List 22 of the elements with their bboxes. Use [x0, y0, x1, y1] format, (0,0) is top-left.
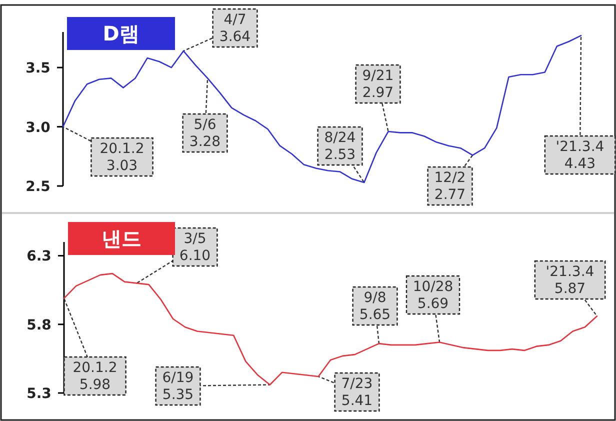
- annotation: 3/5 6.10: [179, 231, 211, 264]
- y-tick-label: 6.3: [26, 248, 52, 265]
- y-tick-label: 2.5: [26, 179, 50, 195]
- annotation: 7/23 5.41: [341, 376, 373, 409]
- annotation: 9/21 2.97: [362, 68, 394, 101]
- y-tick-label: 3.0: [26, 120, 51, 136]
- y-tick-label: 5.3: [26, 386, 52, 402]
- annotation: 5/6 3.28: [189, 117, 221, 150]
- annotation: '21.3.4 4.43: [556, 139, 604, 172]
- annotation: '21.3.4 5.87: [546, 264, 594, 297]
- annotation: 12/2 2.77: [434, 170, 466, 203]
- annotation: 6/19 5.35: [162, 370, 194, 403]
- chart-title: 낸드: [102, 226, 142, 250]
- chart-title: D램: [102, 22, 140, 46]
- y-tick-label: 3.5: [26, 60, 50, 77]
- annotation: 20.1.2 3.03: [100, 141, 144, 174]
- annotation: 9/8 5.65: [359, 290, 391, 323]
- annotation: 4/7 3.64: [219, 12, 251, 45]
- annotation: 20.1.2 5.98: [72, 360, 118, 393]
- annotation: 10/28 5.69: [412, 279, 454, 312]
- y-tick-label: 5.8: [26, 317, 52, 334]
- annotation: 8/24 2.53: [324, 130, 356, 163]
